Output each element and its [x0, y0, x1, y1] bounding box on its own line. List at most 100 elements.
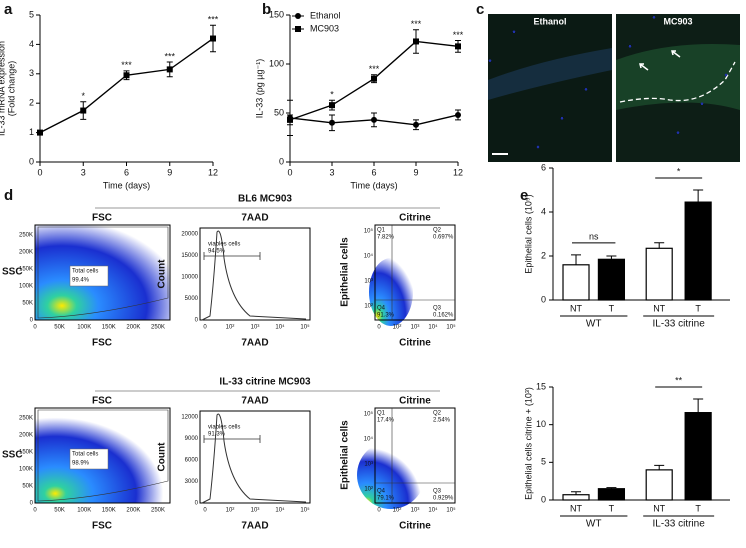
gate-box: [69, 448, 109, 470]
y-tick-label: 10: [536, 419, 546, 429]
group-label: IL-33 citrine: [653, 519, 706, 530]
gate-box: [69, 265, 109, 287]
x-tick-label: 3: [81, 167, 86, 177]
y-tick-label: 200K: [19, 433, 33, 439]
nuclei: [488, 16, 728, 149]
marker: [371, 116, 377, 123]
significance: ***: [208, 15, 219, 25]
x-tick-label: 250K: [151, 508, 165, 514]
axis-title: FSC: [92, 213, 112, 224]
y-axis-label: Epithelial cells (10⁵): [523, 194, 533, 273]
x-tick-label: 100K: [77, 325, 91, 331]
gate: [37, 226, 169, 319]
nucleus: [512, 30, 516, 33]
axis-label: Citrine: [399, 521, 431, 532]
y-tick-label: 50K: [22, 301, 33, 307]
axis-label: 7AAD: [241, 338, 268, 349]
nucleus: [560, 117, 564, 120]
x-tick-label: 50K: [54, 508, 65, 514]
x-tick-label: 10³: [411, 508, 420, 514]
y-tick-label: 200K: [19, 250, 33, 256]
tissue: [488, 48, 612, 100]
y-tick-label: 150: [269, 9, 284, 19]
quadrant-value: 17.4%: [377, 418, 395, 424]
x-tick-label: T: [695, 303, 701, 313]
x-tick-label: NT: [653, 503, 665, 513]
y-tick-label: 5000: [185, 296, 199, 302]
y-tick-label: 50K: [22, 484, 33, 490]
y-tick-label: 15: [536, 381, 546, 391]
histogram-curve: [201, 413, 307, 504]
y-tick-label: 6: [541, 162, 546, 172]
significance: *: [330, 90, 334, 100]
gate-value: 91.3%: [208, 432, 226, 438]
y-tick-label: 4: [29, 39, 34, 49]
marker: [37, 129, 43, 136]
y-tick-label: 100: [269, 58, 284, 68]
x-tick-label: 9: [167, 167, 172, 177]
x-tick-label: 10³: [251, 325, 260, 331]
marker: [80, 107, 87, 114]
error-bar: [693, 189, 704, 203]
y-tick-label: 0: [195, 501, 199, 507]
x-tick-label: NT: [570, 303, 582, 313]
y-axis-label: IL-33 (pg µg⁻¹): [254, 59, 264, 118]
gate-label: viables cells: [208, 242, 240, 248]
bar: [597, 258, 626, 301]
gate-label: Total cells: [72, 452, 98, 458]
y-axis-label: Epithelial cells citrine + (10³): [523, 387, 533, 500]
y-tick-label: 0: [195, 318, 199, 324]
marker: [413, 121, 419, 128]
quadrant-name: Q4: [377, 306, 386, 312]
gate-value: 99.4%: [72, 278, 90, 284]
y-tick-label: 0: [279, 156, 284, 166]
series-line: [39, 37, 214, 134]
x-tick-label: 6: [371, 167, 376, 177]
comparison-label: ns: [589, 231, 599, 241]
density-cloud: [369, 258, 413, 326]
legend-label: Ethanol: [310, 10, 341, 20]
x-tick-label: NT: [570, 503, 582, 513]
y-tick-label: 5: [541, 457, 546, 467]
y-tick-label: 150K: [19, 267, 33, 273]
gate-range: [203, 435, 261, 443]
group-label: WT: [586, 519, 602, 530]
quadrant-name: Q3: [433, 306, 442, 312]
y-tick-label: 10²: [364, 487, 373, 493]
y-tick-label: 10⁴: [364, 436, 374, 443]
axis-title: FSC: [92, 396, 112, 407]
marker: [329, 102, 335, 109]
significance: ***: [121, 60, 132, 70]
y-tick-label: 10³: [364, 279, 373, 285]
y-tick-label: 10⁵: [364, 411, 374, 418]
x-tick-label: 0: [37, 167, 42, 177]
x-tick-label: 0: [203, 325, 207, 331]
y-tick-label: 0: [29, 156, 34, 166]
panel-letter: c: [476, 1, 484, 18]
marker: [329, 119, 335, 126]
significance: ***: [164, 51, 175, 61]
error-bar: [654, 242, 665, 249]
significance: ***: [369, 64, 380, 74]
comparison-label: *: [677, 166, 681, 176]
marker: [123, 72, 130, 79]
y-tick-label: 0: [30, 501, 34, 507]
axis-label: Epithelial cells: [340, 237, 351, 307]
x-tick-label: 10⁴: [275, 324, 285, 331]
y-tick-label: 10²: [364, 304, 373, 310]
axis-label: Epithelial cells: [340, 420, 351, 490]
x-tick-label: 250K: [151, 325, 165, 331]
x-tick-label: 10²: [226, 508, 235, 514]
y-tick-label: 1: [29, 127, 34, 137]
x-tick-label: 0: [33, 508, 37, 514]
y-tick-label: 10000: [181, 275, 198, 281]
y-tick-label: 15000: [181, 253, 198, 259]
axis-title: Citrine: [399, 213, 431, 224]
tissue: [616, 44, 740, 110]
gate-label: Total cells: [72, 269, 98, 275]
axis-label: FSC: [92, 521, 112, 532]
density-cloud: [357, 441, 425, 509]
marker: [166, 66, 173, 73]
arrow: [671, 50, 681, 58]
error-bar: [693, 398, 704, 413]
